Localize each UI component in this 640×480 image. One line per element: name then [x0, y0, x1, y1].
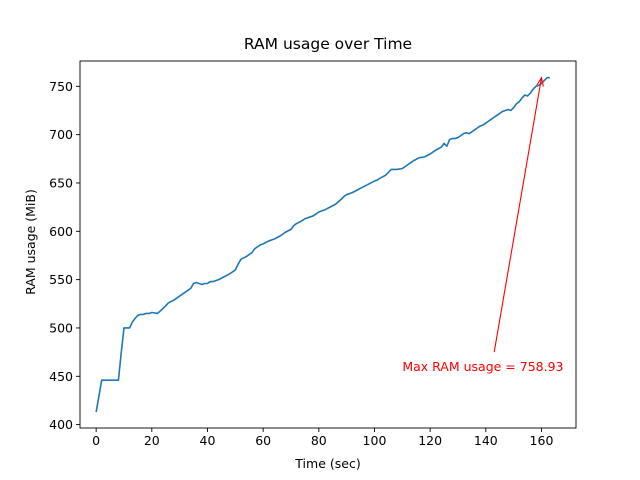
x-tick-label: 0: [92, 433, 100, 448]
x-tick-label: 20: [144, 433, 160, 448]
annotation-arrow-shaft: [493, 77, 543, 353]
y-tick-label: 750: [49, 79, 73, 94]
x-tick-label: 160: [530, 433, 554, 448]
x-tick-label: 80: [311, 433, 327, 448]
series-line-0: [95, 76, 550, 413]
y-tick-label: 600: [49, 224, 73, 239]
plot-frame: [79, 60, 577, 429]
x-tick-label: 120: [418, 433, 442, 448]
y-tick-label: 550: [49, 272, 73, 287]
x-tick-label: 40: [200, 433, 216, 448]
y-tick-label: 700: [49, 127, 73, 142]
y-tick-label: 650: [49, 175, 73, 190]
x-tick-label: 140: [474, 433, 498, 448]
annotation-arrow-head: [536, 76, 544, 87]
y-tick-label: 500: [49, 320, 73, 335]
y-tick-label: 400: [49, 417, 73, 432]
x-tick-label: 100: [363, 433, 387, 448]
y-axis-label: RAM usage (MiB): [23, 189, 38, 295]
chart-title: RAM usage over Time: [244, 35, 412, 53]
y-tick-label: 450: [49, 369, 73, 384]
annotation-label: Max RAM usage = 758.93: [402, 359, 563, 374]
x-axis-label: Time (sec): [294, 456, 360, 471]
x-tick-label: 60: [255, 433, 271, 448]
